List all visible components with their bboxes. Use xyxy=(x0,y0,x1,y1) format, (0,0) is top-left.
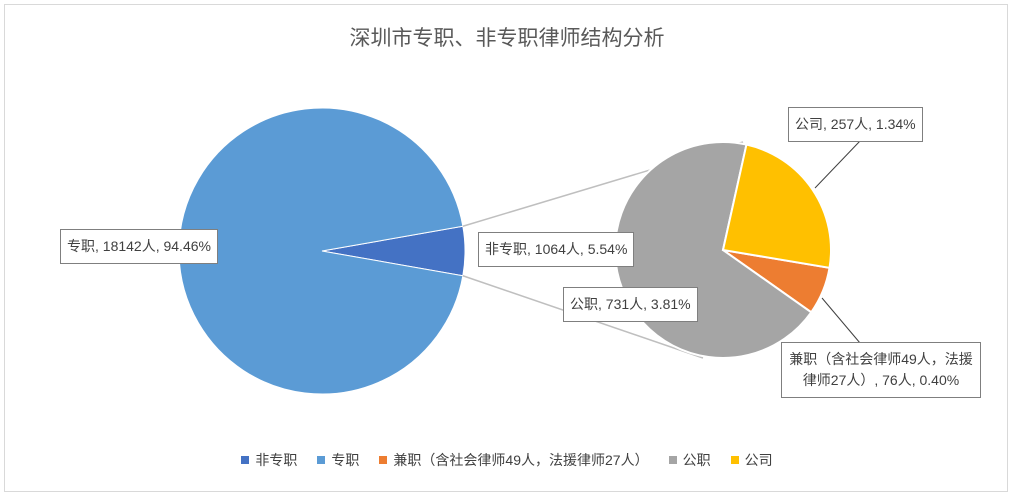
legend-item: 兼职（含社会律师49人，法援律师27人） xyxy=(379,450,649,470)
data-label: 公职, 731人, 3.81% xyxy=(563,287,698,322)
legend-swatch xyxy=(379,456,388,464)
legend-label: 公职 xyxy=(682,452,711,468)
data-label: 兼职（含社会律师49人，法援律师27人）, 76人, 0.40% xyxy=(781,342,981,398)
data-label: 非专职, 1064人, 5.54% xyxy=(478,232,635,267)
legend-label: 兼职（含社会律师49人，法援律师27人） xyxy=(393,452,649,468)
legend-label: 非专职 xyxy=(255,452,298,468)
legend-swatch xyxy=(668,456,677,464)
data-label: 专职, 18142人, 94.46% xyxy=(60,229,218,264)
leader-line xyxy=(814,140,861,189)
legend-item: 非专职 xyxy=(241,450,297,470)
legend-swatch xyxy=(241,456,250,464)
legend: 非专职 专职 兼职（含社会律师49人，法援律师27人） 公职 公司 xyxy=(0,450,1014,470)
legend-item: 专职 xyxy=(317,450,359,470)
data-label: 公司, 257人, 1.34% xyxy=(788,107,923,142)
legend-swatch xyxy=(317,456,326,464)
legend-item: 公司 xyxy=(730,450,773,470)
chart-title: 深圳市专职、非专职律师结构分析 xyxy=(349,26,665,50)
leader-line xyxy=(821,297,861,344)
pie-slice xyxy=(721,143,832,269)
legend-swatch xyxy=(730,456,739,464)
chart-frame xyxy=(4,4,1008,492)
legend-label: 公司 xyxy=(744,452,773,468)
legend-item: 公职 xyxy=(668,450,711,470)
legend-label: 专职 xyxy=(331,452,360,468)
